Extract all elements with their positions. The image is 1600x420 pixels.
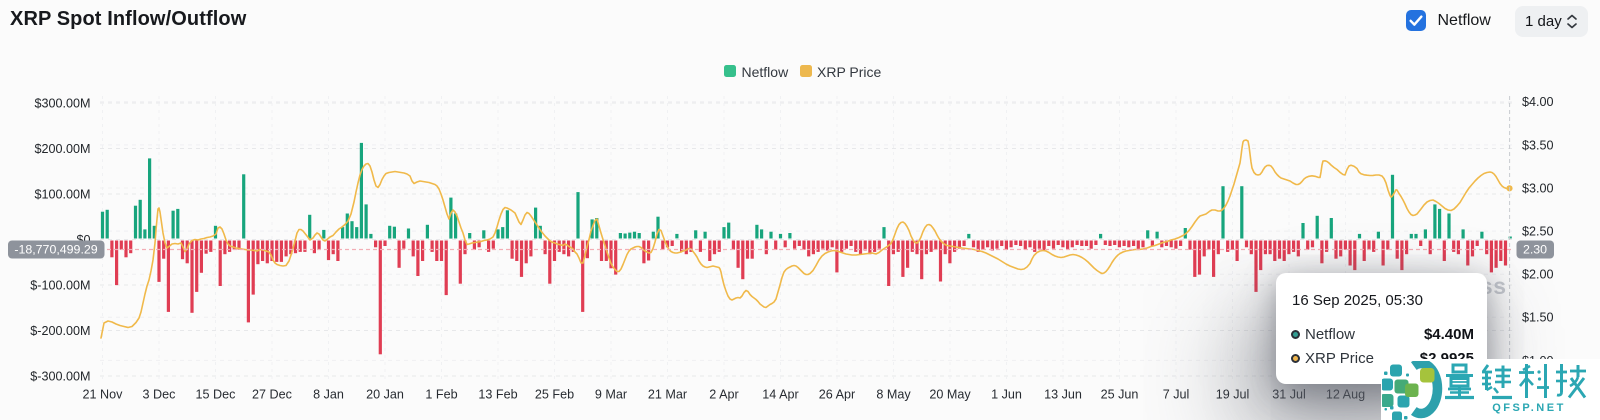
svg-text:1 Jun: 1 Jun [991,388,1022,402]
svg-text:31 Jul: 31 Jul [1272,388,1306,402]
svg-text:25 Jun: 25 Jun [1101,388,1139,402]
svg-text:13 Jun: 13 Jun [1044,388,1082,402]
svg-text:QFSP.NET: QFSP.NET [1492,402,1566,414]
svg-text:13 Feb: 13 Feb [478,388,517,402]
svg-text:7 Jul: 7 Jul [1163,388,1190,402]
svg-text:$3.50: $3.50 [1522,138,1554,152]
svg-text:20 Jan: 20 Jan [366,388,404,402]
svg-text:$200.00M: $200.00M [34,142,90,156]
svg-text:$100.00M: $100.00M [34,187,90,201]
svg-text:25 Feb: 25 Feb [535,388,574,402]
svg-text:$4.00: $4.00 [1522,95,1554,109]
svg-text:3 Dec: 3 Dec [143,388,176,402]
svg-text:$-100.00M: $-100.00M [30,278,90,292]
svg-text:1 Feb: 1 Feb [425,388,457,402]
svg-text:26 Apr: 26 Apr [819,388,855,402]
svg-text:8 May: 8 May [876,388,911,402]
svg-text:20 May: 20 May [929,388,971,402]
svg-text:8 Jan: 8 Jan [313,388,344,402]
svg-text:$3.00: $3.00 [1522,181,1554,195]
svg-text:27 Dec: 27 Dec [252,388,292,402]
svg-text:2.30: 2.30 [1523,243,1547,257]
svg-text:$2.50: $2.50 [1522,225,1554,239]
svg-text:-18,770,499.29: -18,770,499.29 [14,243,97,257]
svg-text:9 Mar: 9 Mar [595,388,627,402]
svg-text:$300.00M: $300.00M [34,96,90,110]
svg-text:12 Aug: 12 Aug [1326,388,1365,402]
svg-text:15 Dec: 15 Dec [196,388,236,402]
svg-text:$-200.00M: $-200.00M [30,324,90,338]
svg-text:21 Nov: 21 Nov [83,388,124,402]
svg-text:21 Mar: 21 Mar [648,388,687,402]
svg-text:19 Jul: 19 Jul [1216,388,1250,402]
svg-text:14 Apr: 14 Apr [762,388,798,402]
svg-text:2 Apr: 2 Apr [709,388,738,402]
svg-text:$2.00: $2.00 [1522,268,1554,282]
svg-text:$1.50: $1.50 [1522,311,1554,325]
svg-text:$-300.00M: $-300.00M [30,369,90,383]
